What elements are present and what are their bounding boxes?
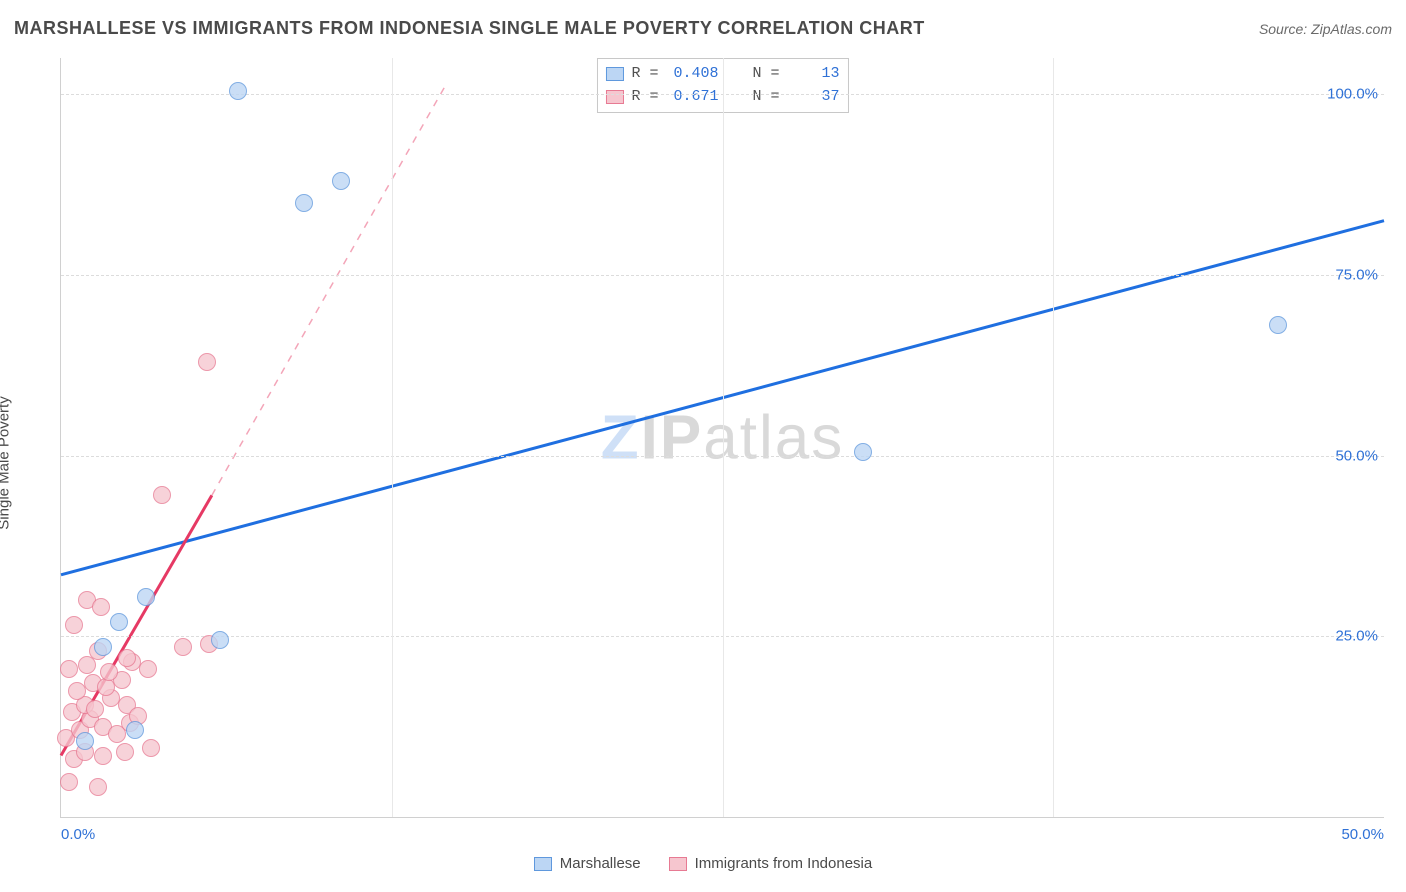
stats-r-value-indonesia: 0.671 — [666, 86, 718, 109]
gridline-vertical — [392, 58, 393, 817]
data-point-marshallese — [94, 638, 112, 656]
stats-r-value-marshallese: 0.408 — [666, 63, 718, 86]
stats-n-label: N = — [753, 86, 780, 109]
data-point-indonesia — [89, 778, 107, 796]
swatch-indonesia — [605, 90, 623, 104]
legend-label-marshallese: Marshallese — [560, 855, 641, 872]
data-point-indonesia — [153, 486, 171, 504]
legend-item-marshallese: Marshallese — [534, 855, 641, 872]
watermark-z: Z — [601, 403, 641, 472]
data-point-marshallese — [854, 443, 872, 461]
data-point-marshallese — [110, 613, 128, 631]
swatch-marshallese — [605, 67, 623, 81]
data-point-indonesia — [142, 739, 160, 757]
gridline-vertical — [723, 58, 724, 817]
source-label: Source: ZipAtlas.com — [1259, 21, 1392, 37]
y-tick-label: 50.0% — [1335, 447, 1378, 464]
data-point-indonesia — [116, 743, 134, 761]
data-point-indonesia — [94, 747, 112, 765]
legend-swatch-marshallese — [534, 857, 552, 871]
data-point-indonesia — [174, 638, 192, 656]
data-point-indonesia — [60, 660, 78, 678]
gridline-vertical — [1053, 58, 1054, 817]
y-tick-label: 100.0% — [1327, 86, 1378, 103]
stats-n-label: N = — [753, 63, 780, 86]
data-point-indonesia — [92, 598, 110, 616]
legend-label-indonesia: Immigrants from Indonesia — [695, 855, 873, 872]
data-point-marshallese — [211, 631, 229, 649]
series-legend: Marshallese Immigrants from Indonesia — [14, 855, 1392, 872]
y-axis-label: Single Male Poverty — [0, 396, 13, 529]
x-tick-label: 50.0% — [1341, 826, 1384, 843]
stats-n-value-marshallese: 13 — [788, 63, 840, 86]
legend-swatch-indonesia — [669, 857, 687, 871]
plot-area: ZIPatlas R = 0.408 N = 13 R = 0.671 N = 37 25… — [60, 58, 1384, 818]
data-point-marshallese — [229, 82, 247, 100]
stats-r-label: R = — [631, 63, 658, 86]
watermark-atlas: atlas — [703, 403, 844, 472]
y-tick-label: 75.0% — [1335, 266, 1378, 283]
legend-item-indonesia: Immigrants from Indonesia — [669, 855, 873, 872]
data-point-marshallese — [1269, 316, 1287, 334]
data-point-marshallese — [295, 194, 313, 212]
data-point-indonesia — [86, 700, 104, 718]
y-tick-label: 25.0% — [1335, 628, 1378, 645]
x-tick-label: 0.0% — [61, 826, 95, 843]
data-point-marshallese — [126, 721, 144, 739]
chart-container: Single Male Poverty ZIPatlas R =0.408 N … — [14, 48, 1392, 878]
data-point-marshallese — [137, 588, 155, 606]
data-point-indonesia — [198, 353, 216, 371]
watermark-ip: IP — [641, 403, 704, 472]
data-point-indonesia — [118, 649, 136, 667]
trend-line-ext-indonesia — [212, 87, 445, 495]
stats-r-label: R = — [631, 86, 658, 109]
data-point-indonesia — [65, 616, 83, 634]
data-point-indonesia — [100, 663, 118, 681]
stats-n-value-indonesia: 37 — [788, 86, 840, 109]
data-point-indonesia — [139, 660, 157, 678]
data-point-marshallese — [332, 172, 350, 190]
data-point-marshallese — [76, 732, 94, 750]
chart-title: MARSHALLESE VS IMMIGRANTS FROM INDONESIA… — [14, 18, 925, 39]
data-point-indonesia — [60, 773, 78, 791]
